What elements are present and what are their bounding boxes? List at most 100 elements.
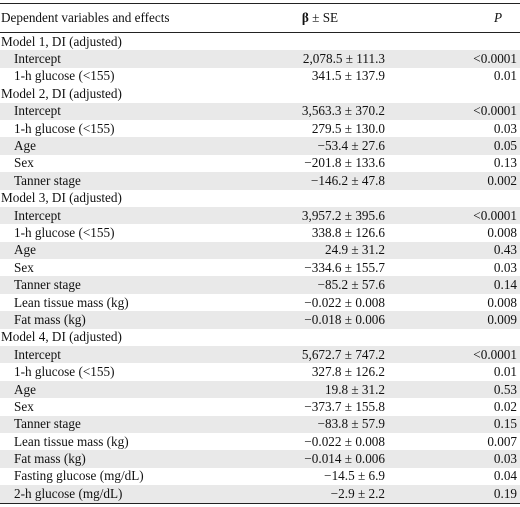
beta-se-value: 5,672.7 ± 747.2: [301, 346, 385, 362]
beta-se-value: −53.4 ± 27.6: [317, 138, 385, 154]
p-value: 0.03: [493, 451, 517, 467]
table-row: 1-h glucose (<155) 279.5 ± 130.0 0.03: [0, 120, 520, 137]
table-row: 1-h glucose (<155) 338.8 ± 126.6 0.008: [0, 224, 520, 241]
variable-label: 1-h glucose (<155): [14, 68, 115, 84]
beta-se-value: −85.2 ± 57.6: [317, 277, 385, 293]
p-value: 0.05: [493, 138, 517, 154]
beta-se-value: 279.5 ± 130.0: [311, 120, 385, 136]
variable-label: Age: [14, 138, 36, 154]
beta-se-value: 2,078.5 ± 111.3: [302, 51, 385, 67]
variable-label: Sex: [14, 259, 34, 275]
table-row: Sex −201.8 ± 133.6 0.13: [0, 155, 520, 172]
variable-label: Age: [14, 381, 36, 397]
beta-se-value: −0.014 ± 0.006: [304, 451, 385, 467]
p-value: 0.009: [487, 311, 517, 327]
p-value: 0.007: [487, 433, 517, 449]
table-row: Sex −373.7 ± 155.8 0.02: [0, 398, 520, 415]
table-row: Age −53.4 ± 27.6 0.05: [0, 137, 520, 155]
variable-label: Fat mass (kg): [14, 311, 86, 327]
p-value: 0.01: [493, 68, 517, 84]
table-row: Intercept 5,672.7 ± 747.2 <0.0001: [0, 346, 520, 364]
beta-se-value: 327.8 ± 126.2: [311, 364, 385, 380]
variable-label: 2-h glucose (mg/dL): [14, 485, 123, 501]
table-row: Intercept 3,957.2 ± 395.6 <0.0001: [0, 206, 520, 225]
p-value: 0.15: [493, 416, 517, 432]
variable-label: Intercept: [14, 103, 61, 119]
p-value: 0.008: [487, 224, 517, 240]
beta-se-value: −14.5 ± 6.9: [324, 468, 385, 484]
variable-label: Fasting glucose (mg/dL): [14, 468, 144, 484]
p-value: 0.02: [493, 398, 517, 414]
variable-label: Tanner stage: [14, 277, 81, 293]
table-row: Fasting glucose (mg/dL) −14.5 ± 6.9 0.04: [0, 468, 520, 485]
beta-se-value: −334.6 ± 155.7: [304, 259, 385, 275]
p-value: 0.14: [493, 277, 517, 293]
beta-se-value: 19.8 ± 31.2: [325, 381, 385, 397]
variable-label: Sex: [14, 155, 34, 171]
variable-label: Intercept: [14, 51, 61, 67]
beta-se-value: 3,563.3 ± 370.2: [301, 103, 385, 119]
header-p: P: [493, 10, 502, 25]
p-value: 0.03: [493, 120, 517, 136]
variable-label: Tanner stage: [14, 416, 81, 432]
p-value: 0.03: [493, 259, 517, 275]
model-heading-row: Model 1, DI (adjusted): [0, 33, 520, 50]
p-value: 0.01: [493, 364, 517, 380]
table-row: 2-h glucose (mg/dL) −2.9 ± 2.2 0.19: [0, 485, 520, 503]
beta-se-value: −201.8 ± 133.6: [304, 155, 385, 171]
beta-se-value: 338.8 ± 126.6: [311, 224, 385, 240]
table-row: Sex −334.6 ± 155.7 0.03: [0, 259, 520, 276]
beta-se-value: 24.9 ± 31.2: [325, 242, 385, 258]
header-variables: Dependent variables and effects: [1, 10, 170, 25]
beta-se-value: −2.9 ± 2.2: [330, 485, 385, 501]
table-header: Dependent variables and effects β ± SE P: [0, 4, 520, 33]
model-label: Model 4, DI (adjusted): [1, 329, 122, 345]
table-row: Fat mass (kg) −0.018 ± 0.006 0.009: [0, 311, 520, 329]
variable-label: Age: [14, 242, 36, 258]
beta-se-value: −146.2 ± 47.8: [310, 172, 385, 188]
table-row: Tanner stage −146.2 ± 47.8 0.002: [0, 172, 520, 190]
beta-se-value: 341.5 ± 137.9: [311, 68, 385, 84]
variable-label: Lean tissue mass (kg): [14, 433, 129, 449]
p-value: 0.43: [493, 242, 517, 258]
table-row: Tanner stage −83.8 ± 57.9 0.15: [0, 415, 520, 433]
model-heading-row: Model 4, DI (adjusted): [0, 329, 520, 346]
model-heading-row: Model 3, DI (adjusted): [0, 190, 520, 207]
model-label: Model 2, DI (adjusted): [1, 85, 122, 101]
table-row: Fat mass (kg) −0.014 ± 0.006 0.03: [0, 450, 520, 468]
variable-label: Lean tissue mass (kg): [14, 294, 129, 310]
table-row: Age 24.9 ± 31.2 0.43: [0, 241, 520, 260]
beta-se-value: −0.022 ± 0.008: [304, 294, 385, 310]
header-beta-se: β ± SE: [235, 10, 395, 26]
table-row: Intercept 3,563.3 ± 370.2 <0.0001: [0, 102, 520, 120]
model-heading-row: Model 2, DI (adjusted): [0, 85, 520, 102]
table-row: 1-h glucose (<155) 341.5 ± 137.9 0.01: [0, 68, 520, 85]
variable-label: Intercept: [14, 346, 61, 362]
p-value: 0.19: [493, 485, 517, 501]
model-label: Model 1, DI (adjusted): [1, 33, 122, 49]
regression-table: Dependent variables and effects β ± SE P…: [0, 3, 520, 504]
p-value: 0.04: [493, 468, 517, 484]
p-value: 0.002: [487, 172, 517, 188]
model-label: Model 3, DI (adjusted): [1, 190, 122, 206]
beta-se-value: −0.022 ± 0.008: [304, 433, 385, 449]
beta-se-value: −0.018 ± 0.006: [304, 311, 385, 327]
beta-se-value: −373.7 ± 155.8: [304, 398, 385, 414]
table-row: Intercept 2,078.5 ± 111.3 <0.0001: [0, 50, 520, 68]
beta-se-value: 3,957.2 ± 395.6: [301, 207, 385, 223]
table-row: Lean tissue mass (kg) −0.022 ± 0.008 0.007: [0, 433, 520, 450]
variable-label: 1-h glucose (<155): [14, 364, 115, 380]
variable-label: Fat mass (kg): [14, 451, 86, 467]
table-row: Tanner stage −85.2 ± 57.6 0.14: [0, 276, 520, 294]
table-row: Lean tissue mass (kg) −0.022 ± 0.008 0.008: [0, 294, 520, 311]
p-value: 0.13: [493, 155, 517, 171]
p-value: 0.53: [493, 381, 517, 397]
p-value: <0.0001: [473, 103, 517, 119]
variable-label: Sex: [14, 398, 34, 414]
p-value: <0.0001: [473, 51, 517, 67]
table-body: Model 1, DI (adjusted) Intercept 2,078.5 ±…: [0, 33, 520, 503]
variable-label: 1-h glucose (<155): [14, 120, 115, 136]
table-row: Age 19.8 ± 31.2 0.53: [0, 380, 520, 399]
p-value: <0.0001: [473, 346, 517, 362]
p-value: 0.008: [487, 294, 517, 310]
